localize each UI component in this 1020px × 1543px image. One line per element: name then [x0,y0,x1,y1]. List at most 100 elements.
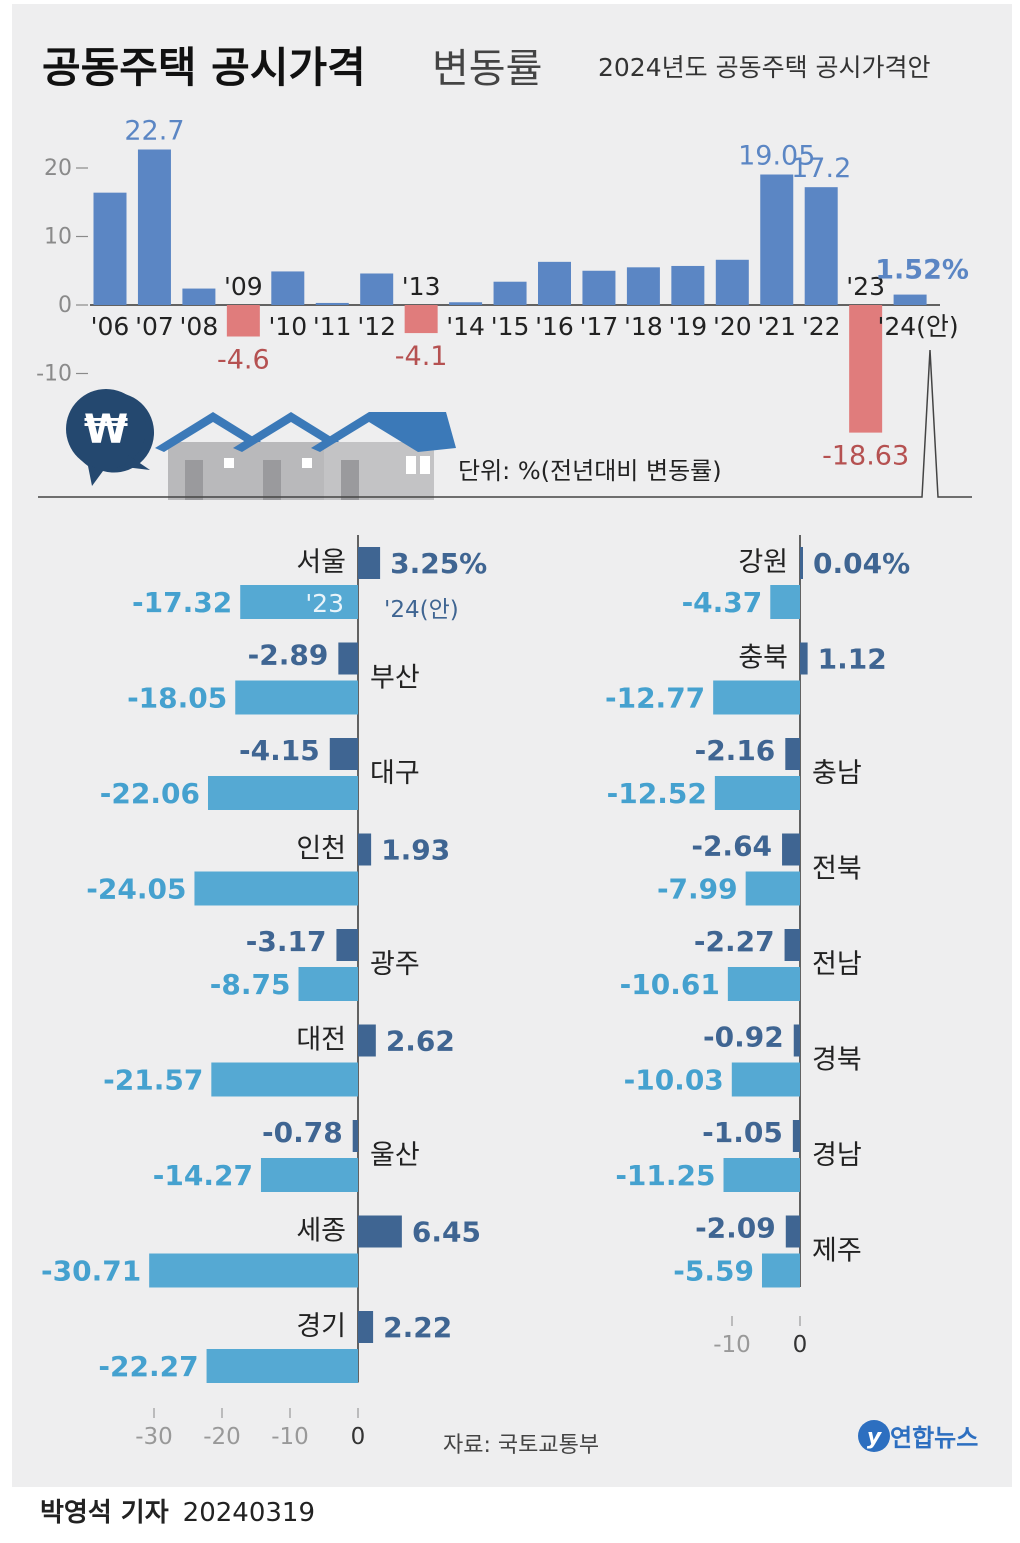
x-tick-label: -20 [203,1424,241,1450]
region-value-2024: -2.27 [694,925,775,958]
year-label: '09 [224,272,263,301]
region-bar-2023 [745,871,800,906]
region-value-2024: -2.09 [695,1212,776,1245]
chart-canvas: 공동주택 공시가격 변동률 2024년도 공동주택 공시가격안 20 10 0 -10… [36,43,978,1458]
region-value-2023: -10.03 [624,1064,724,1097]
year-bar [893,294,927,305]
region-bar-2024 [358,1215,402,1248]
region-bar-2023 [211,1062,358,1097]
region-value-2023: -17.32 [132,586,232,619]
region-bar-2024 [782,833,800,866]
year-bar [493,281,527,305]
region-bar-2024 [358,833,372,866]
year-label: '20 [713,312,752,341]
year-bar [449,302,483,305]
reporter-name: 박영석 기자 [40,1498,169,1528]
year-bar [271,271,305,305]
region-name: 충북 [738,643,788,674]
region-bar-2023 [235,680,358,715]
year-bar [93,192,127,305]
region-value-2024: -4.15 [239,734,320,767]
region-name: 대구 [370,758,420,789]
region-value-2023: -22.27 [98,1350,198,1383]
region-bar-2023 [723,1158,800,1192]
region-value-2024: 2.22 [383,1311,452,1344]
year-bar [760,174,794,305]
svg-text:연합뉴스: 연합뉴스 [890,1424,978,1452]
year-value-label: -4.1 [395,341,448,372]
region-bar-2023 [761,1253,800,1288]
year-label: '16 [535,312,574,341]
region-value-2024: 6.45 [412,1216,481,1249]
x-tick-label: -30 [135,1424,173,1450]
y-tick-label: -10 [36,362,72,387]
series-label-2024: '24(안) [384,597,459,623]
region-name: 제주 [812,1236,862,1267]
region-value-2024: 1.93 [381,834,450,867]
year-value-label: -18.63 [822,441,909,472]
series-label-2023: '23 [305,589,344,618]
region-name: 전북 [812,854,862,885]
region-bar-2024 [793,1024,800,1057]
won-bubble-icon: ₩ [66,389,155,486]
year-label: '19 [669,312,708,341]
year-bar [404,305,438,334]
region-bar-2024 [358,547,381,579]
region-name: 울산 [370,1140,420,1171]
region-bar-2024 [785,1215,800,1248]
year-label: '12 [357,312,396,341]
region-value-2023: -22.06 [100,777,200,810]
region-value-2024: -3.17 [246,925,327,958]
region-value-2023: -5.59 [673,1255,754,1288]
page-title: 공동주택 공시가격 [42,43,366,92]
year-label: '10 [268,312,307,341]
region-bar-2024 [329,738,358,770]
region-value-2024: -0.92 [703,1021,784,1054]
region-value-2023: -24.05 [86,873,186,906]
region-value-2023: -14.27 [153,1159,253,1192]
year-label: '11 [313,312,352,341]
region-value-2024: 0.04% [813,547,910,580]
region-name: 경북 [812,1045,862,1076]
region-bar-2024 [785,738,800,770]
year-label: '21 [757,312,796,341]
houses-icon [155,412,456,500]
region-bar-2024 [800,547,803,579]
unit-note: 단위: %(전년대비 변동률) [458,457,722,485]
year-value-label: 1.52% [875,255,969,286]
region-value-2024: 2.62 [386,1025,455,1058]
region-name: 경기 [296,1311,346,1342]
region-value-2023: -11.25 [615,1159,715,1192]
year-label: '23 [846,272,885,301]
page-title-light: 변동률 [432,46,542,92]
region-value-2023: -7.99 [657,873,738,906]
year-label: '22 [802,312,841,341]
region-bar-2023 [298,967,358,1001]
year-label: '24(안) [877,312,958,341]
region-bar-2023 [770,585,800,619]
region-name: 인천 [296,834,346,865]
region-value-2024: -2.64 [691,830,772,863]
year-label: '06 [91,312,130,341]
yonhap-logo: y 연합뉴스 [858,1420,978,1452]
year-label: '17 [580,312,619,341]
region-value-2024: -2.89 [248,639,329,672]
region-value-2023: -30.71 [41,1255,141,1288]
region-value-2023: -10.61 [620,968,720,1001]
separator-line [38,349,972,498]
region-value-2023: -12.52 [607,777,707,810]
region-value-2024: -2.16 [695,734,776,767]
region-name: 광주 [370,949,420,980]
year-bar [182,288,216,305]
region-value-2024: -1.05 [702,1116,783,1149]
year-bar [360,273,394,305]
region-name: 강원 [738,547,788,578]
year-label: '07 [135,312,174,341]
year-label: '18 [624,312,663,341]
region-chart-right: 0.04% 강원 -4.37 1.12 충북 -12.77 -2.16 충남 -12.52 -2.… [605,535,910,1358]
region-bar-2023 [206,1349,358,1383]
source-note: 자료: 국토교통부 [443,1433,599,1458]
region-value-2024: 3.25% [390,547,487,580]
region-name: 서울 [296,547,346,578]
region-value-2023: -12.77 [605,682,705,715]
